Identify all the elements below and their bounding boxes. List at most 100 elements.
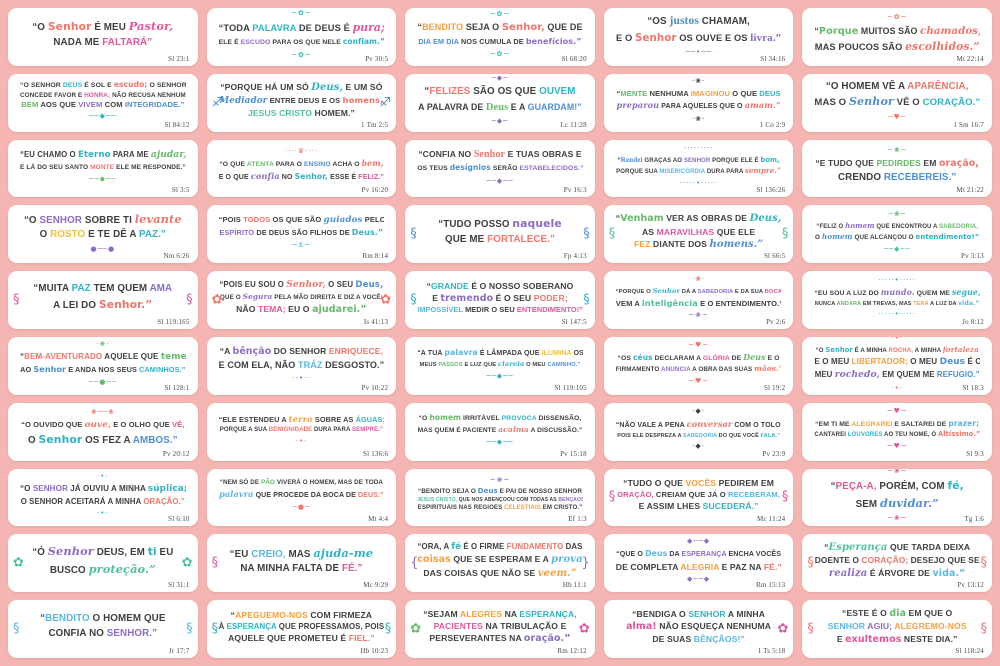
verse-segment: CREIO, [251, 548, 286, 560]
verse-line: PACIENTES NA TRIBULAÇÃO E [417, 620, 583, 632]
verse-segment: NA MINHA FALTA DE [240, 563, 342, 575]
verse-segment: CORAÇÃO; [861, 554, 909, 565]
verse-segment: TODOS [243, 215, 271, 225]
verse-segment: TRÁZ [298, 359, 323, 370]
verse-segment: A OBRA DAS SUAS [690, 366, 755, 373]
ornament-icon: ✿ [181, 555, 193, 571]
verse-line: “TODA PALAVRA DE DEUS É pura; [219, 20, 385, 36]
verse-segment: PODER; [533, 292, 568, 303]
verse-segment: É O SEU [493, 292, 534, 303]
verse-segment: SOBRE TI [82, 214, 135, 226]
verse-segment: E O MEU [814, 356, 852, 366]
verse-card: “A bênção DO SENHOR ENRIQUECE, E COM ELA,… [206, 336, 397, 395]
verse-segment: Senhor [825, 346, 853, 355]
ornament-icon: § [608, 489, 616, 505]
verse-segment: ESSE É [328, 174, 359, 182]
ornament-icon: ─❀─ [888, 209, 906, 218]
verse-segment: OUVEM [539, 86, 576, 98]
verse-segment: EM CRISTO.” [540, 504, 583, 512]
verse-card: “CONFIA NO Senhor E TUAS OBRAS E OS TEUS … [405, 139, 595, 198]
verse-line: alma! NÃO ESQUEÇA NENHUMA [616, 620, 782, 633]
verse-line: CONCEDE FAVOR E HONRA; NÃO RECUSA NENHUM [20, 91, 186, 100]
ornament-icon: ~♥~ [886, 407, 908, 416]
verse-segment: Senhor [652, 287, 681, 295]
verse-reference: Sl 6:10 [168, 515, 190, 524]
verse-reference: Pv 30:5 [365, 54, 389, 63]
verse-line: “Ó Senhor DEUS, EM ti EU [20, 543, 186, 561]
verse-line: “PORQUE O Senhor DÁ A SABEDORIA E DA SUA… [616, 286, 782, 297]
verse-reference: Is 41:13 [363, 317, 389, 326]
ornament-icon: ♐ [379, 95, 392, 111]
verse-text: “O homem IRRITÁVEL PROVOCA DISSENSÃO, MAS… [417, 412, 583, 436]
verse-line: CANTAREI LOUVORES AO TEU NOME, Ó Altíssi… [814, 430, 980, 440]
verse-line: “EM TI ME ALEGRAREI E SALTAREI DE prazer… [814, 418, 980, 430]
verse-segment: TEMA; [257, 303, 286, 314]
verse-segment: vida.” [932, 567, 966, 579]
ornament-icon: ●──● [90, 244, 116, 253]
ornament-icon: § [583, 226, 590, 242]
ornament-icon: ·····•····· [878, 275, 916, 284]
ornament-icon: § [410, 226, 417, 242]
verse-segment: E ANDA NOS SEUS [66, 365, 140, 374]
verse-text: “PORQUE HÁ UM SÓ Deus, E UM SÓ Mediador E… [219, 81, 385, 120]
verse-card: ~✿~ “TODA PALAVRA DE DEUS É pura; ELE É ES… [206, 8, 397, 66]
verse-segment: justos [669, 14, 699, 28]
ornament-icon: ──◆── [486, 176, 514, 185]
ornament-icon: ·····•····· [878, 310, 916, 319]
verse-segment: IMAGINOU [690, 88, 731, 98]
verse-line: OS TEUS desígnios SERÃO ESTABELECIDOS.” [417, 162, 583, 174]
ornament-icon: § [583, 292, 590, 308]
verse-segment: fé, [947, 478, 964, 492]
verse-segment: Deus, [749, 212, 782, 224]
verse-segment: céus [633, 352, 653, 362]
verse-segment: guiados [323, 215, 363, 226]
verse-segment: ALEGRIA [680, 561, 720, 572]
ornament-icon: ~✿~ [489, 9, 511, 18]
verse-segment: E ASSIM LHES [638, 501, 703, 512]
verse-card: “A TUA palavra É LÂMPADA QUE ILUMINA OS M… [405, 336, 595, 395]
verse-card: “NEM SÓ DE PÃO VIVERÁ O HOMEM, MAS DE TO… [206, 468, 397, 527]
verse-segment: DE COMPLETA [615, 561, 681, 572]
verse-line: FIRMAMENTO ANUNCIA A OBRA DAS SUAS mãos.… [616, 364, 782, 375]
verse-segment: “ [426, 280, 431, 291]
verse-reference: Hb 10:23 [360, 646, 389, 655]
verse-card: “GRANDE É O NOSSO SOBERANO E tremendo É O… [405, 271, 595, 329]
verse-segment: PERSEVERANTES NA [429, 633, 524, 644]
verse-text: “TUDO POSSO naquele QUE ME FORTALECE.” [417, 216, 583, 247]
verse-text: “ORA, A fé É O FIRME FUNDAMENTO DAS coisa… [417, 541, 583, 582]
verse-line: “POIS TODOS OS QUE SÃO guiados PELO [219, 214, 385, 227]
verse-segment: O [28, 435, 39, 447]
verse-segment: PELO [362, 215, 385, 225]
verse-segment: “MUITA [33, 282, 72, 294]
verse-segment: ORAÇÃO, [617, 489, 654, 499]
verse-segment: dia [889, 608, 907, 620]
ornament-icon: ♐ [211, 95, 224, 111]
verse-segment: ROCHA, [888, 347, 914, 355]
verse-segment: bênção [232, 345, 272, 357]
verse-reference: Mc 11:24 [757, 515, 786, 524]
verse-segment: PARA AQUELES QUE O [659, 103, 745, 111]
verse-segment: AS [641, 226, 657, 237]
verse-segment: Deus [477, 487, 498, 496]
verse-segment: Mediador [219, 95, 268, 106]
verse-segment: Senhor [47, 544, 94, 559]
verse-segment: “TUDO O QUE [623, 478, 686, 489]
verse-segment: mundo. [880, 287, 915, 297]
verse-segment: PEDIREM EM [716, 478, 775, 489]
verse-segment: Altíssimo.” [937, 430, 980, 439]
verse-segment: O MEU [524, 362, 548, 369]
ornament-icon: ──◆── [486, 438, 514, 447]
verse-segment: ESPÍRITO [219, 228, 255, 238]
ornament-icon: ·❀· [691, 114, 706, 123]
verse-segment: AMBOS.” [132, 435, 178, 447]
verse-reference: Pv 16:20 [361, 186, 389, 195]
verse-segment: SOBRE AS [312, 415, 356, 425]
verse-card: ~♥~ “EM TI ME ALEGRAREI E SALTAREI DE pra… [802, 402, 992, 461]
verse-segment: “EU CHAMO O [20, 150, 78, 160]
verse-segment: E LUZ QUE [462, 362, 498, 369]
verse-line: E tremendo É O SEU PODER; [417, 292, 583, 305]
verse-segment: QUE ME [445, 233, 488, 245]
verse-segment: ALEGRAREI [851, 421, 893, 429]
verse-segment: EU O [285, 303, 313, 314]
verse-segment: PORÉM, COM [876, 480, 948, 492]
